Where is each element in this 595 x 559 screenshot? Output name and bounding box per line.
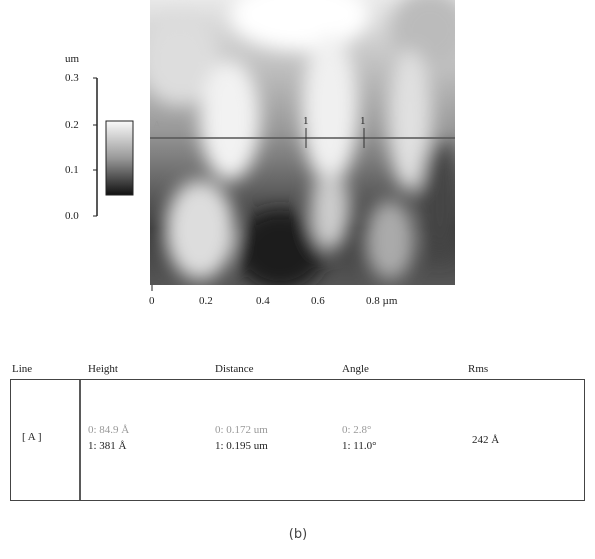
- table-header: Distance: [215, 363, 254, 375]
- table-cell: 1: 0.195 um: [215, 440, 268, 452]
- x-label: 0.8 µm: [366, 295, 398, 307]
- table-header: Angle: [342, 363, 369, 375]
- table-header: Rms: [468, 363, 488, 375]
- table-header: Line: [12, 363, 32, 375]
- scale-tick-label: 0.1: [65, 164, 79, 176]
- marker: A: [153, 119, 161, 131]
- caption: (b): [289, 527, 307, 542]
- scale-tick-label: 0.2: [65, 119, 79, 131]
- color-bar: [105, 120, 134, 196]
- table-cell: 1: 11.0°: [342, 440, 377, 452]
- table-cell: 242 Å: [472, 434, 499, 446]
- marker: 1: [303, 115, 309, 127]
- table-cell: 0: 84.9 Å: [88, 424, 129, 436]
- x-label: 0.2: [199, 295, 213, 307]
- x-label: 0.4: [256, 295, 270, 307]
- scale-tick-label: 0.0: [65, 210, 79, 222]
- scale-unit: um: [65, 53, 80, 65]
- x-label: 0: [149, 295, 155, 307]
- afm-image: [150, 0, 455, 285]
- x-label: 0.6: [311, 295, 325, 307]
- table-cell: 0: 2.8°: [342, 424, 371, 436]
- marker: 1: [360, 115, 366, 127]
- table-cell: [ A ]: [22, 431, 42, 443]
- table-cell: 0: 0.172 um: [215, 424, 268, 436]
- scale-tick-label: 0.3: [65, 72, 79, 84]
- table-cell: 1: 381 Å: [88, 440, 127, 452]
- table-box: [10, 379, 585, 501]
- table-header: Height: [88, 363, 118, 375]
